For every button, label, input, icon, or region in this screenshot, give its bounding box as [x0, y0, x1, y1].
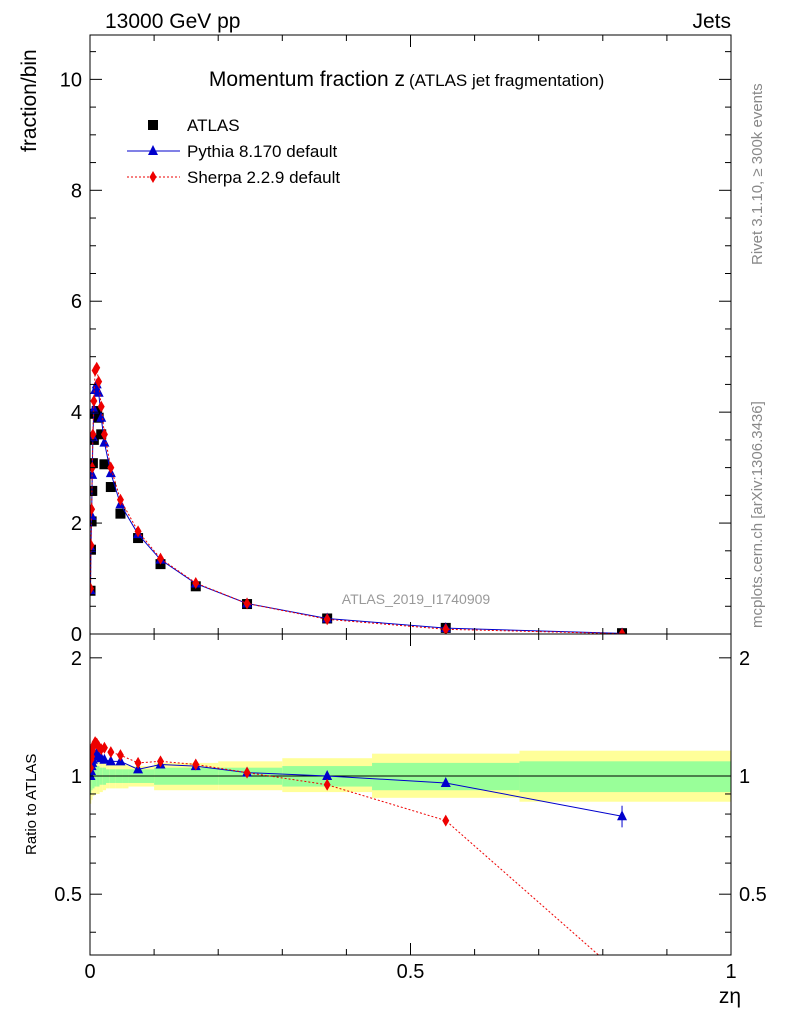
main-point-0-4 [90, 458, 98, 469]
main-ylabel: fraction/bin [18, 49, 41, 152]
main-series-line-2 [90, 366, 623, 634]
ratio-panel: 0.5 0.5 1 1 2 2 0 0.5 1 Ratio to ATLAS zη [23, 633, 767, 1008]
main-point-1-10 [99, 436, 110, 447]
x-axis-label: zη [719, 985, 741, 1008]
ratio-point-0-11 [105, 755, 116, 766]
main-title: Momentum fraction z [209, 68, 405, 91]
legend: ATLAS Pythia 8.170 default Sherpa 2.2.9 de… [127, 116, 340, 187]
ratio-ytick-label-left: 2 [71, 648, 82, 670]
main-point-2-4 [90, 428, 97, 441]
main-point-2-14 [157, 552, 165, 565]
ratio-axes: 0.5 0.5 1 1 2 2 0 0.5 1 [54, 634, 767, 983]
main-point-1-8 [93, 386, 104, 397]
ratio-point-0-19 [617, 810, 628, 821]
ratio-point-1-11 [107, 746, 115, 759]
main-ytick-label: 2 [71, 513, 82, 535]
main-axes: 0 2 4 6 8 10 [60, 35, 732, 646]
main-ytick-label: 0 [71, 624, 82, 646]
ratio-point-0-18 [440, 776, 451, 787]
main-point-0-12 [115, 508, 126, 519]
header-category: Jets [692, 10, 731, 33]
ratio-point-0-17 [322, 770, 333, 781]
main-point-0-2 [90, 516, 97, 527]
ratio-point-1-18 [442, 814, 450, 827]
main-point-2-18 [442, 623, 450, 634]
ratio-point-1-12 [116, 749, 124, 762]
main-point-1-5 [90, 403, 99, 414]
ratio-point-1-19 [619, 970, 626, 982]
ratio-point-0-10 [99, 753, 110, 764]
main-point-2-16 [243, 597, 251, 610]
ratio-data-layer [90, 736, 628, 982]
main-ytick-label: 6 [71, 291, 82, 313]
main-point-2-12 [116, 493, 124, 506]
main-panel: 0 2 4 6 8 10 Momentum fraction z (ATLAS jet f… [18, 34, 732, 646]
main-point-0-11 [105, 482, 116, 493]
watermark: ATLAS_2019_I1740909 [342, 591, 491, 607]
ratio-point-1-14 [157, 755, 165, 768]
legend-label-2: Sherpa 2.2.9 default [187, 168, 340, 187]
header-energy: 13000 GeV pp [105, 10, 240, 33]
main-point-2-10 [100, 428, 108, 441]
main-point-2-11 [107, 461, 115, 474]
main-point-2-19 [618, 627, 626, 634]
main-point-2-8 [95, 375, 103, 388]
ratio-ytick-label-left: 1 [71, 766, 82, 788]
ratio-ytick-label-right: 2 [739, 648, 750, 670]
xtick-label: 1 [725, 961, 736, 983]
main-data-layer [90, 361, 628, 634]
ratio-ytick-label-right: 0.5 [739, 884, 767, 906]
main-point-2-15 [192, 576, 200, 589]
main-point-2-2 [90, 503, 96, 516]
main-point-2-1 [90, 539, 95, 552]
ratio-point-1-13 [134, 756, 142, 769]
main-point-0-3 [90, 485, 98, 496]
legend-marker-1 [148, 145, 158, 155]
main-point-2-13 [134, 525, 142, 538]
main-point-2-7 [93, 361, 101, 374]
legend-marker-2 [149, 171, 157, 183]
rivet-label: Rivet 3.1.10, ≥ 300k events [749, 83, 766, 265]
ratio-ytick-label-right: 1 [739, 766, 750, 788]
main-point-2-9 [97, 400, 105, 413]
ratio-ytick-label-left: 0.5 [54, 884, 82, 906]
ratio-band-green [519, 761, 731, 793]
ratio-point-1-15 [192, 758, 200, 771]
main-ytick-label: 8 [71, 180, 82, 202]
legend-label-1: Pythia 8.170 default [187, 142, 338, 161]
ratio-point-1-16 [243, 766, 251, 779]
ratio-point-1-17 [323, 778, 331, 791]
main-point-2-17 [323, 613, 331, 626]
main-subtitle: (ATLAS jet fragmentation) [409, 71, 604, 90]
ratio-bands [90, 750, 731, 804]
legend-marker-0 [148, 120, 158, 130]
main-point-2-0 [90, 582, 95, 595]
xtick-label: 0 [84, 961, 95, 983]
main-point-1-9 [96, 411, 107, 422]
ratio-ylabel: Ratio to ATLAS [23, 754, 40, 855]
main-point-2-5 [90, 395, 98, 408]
xtick-label: 0.5 [397, 961, 425, 983]
main-ytick-label: 4 [71, 402, 82, 424]
ratio-point-1-10 [100, 741, 108, 754]
mcplots-label: mcplots.cern.ch [arXiv:1306.3436] [749, 401, 766, 628]
main-ytick-label: 10 [60, 69, 82, 91]
main-point-0-10 [99, 459, 110, 470]
legend-label-0: ATLAS [187, 116, 240, 135]
